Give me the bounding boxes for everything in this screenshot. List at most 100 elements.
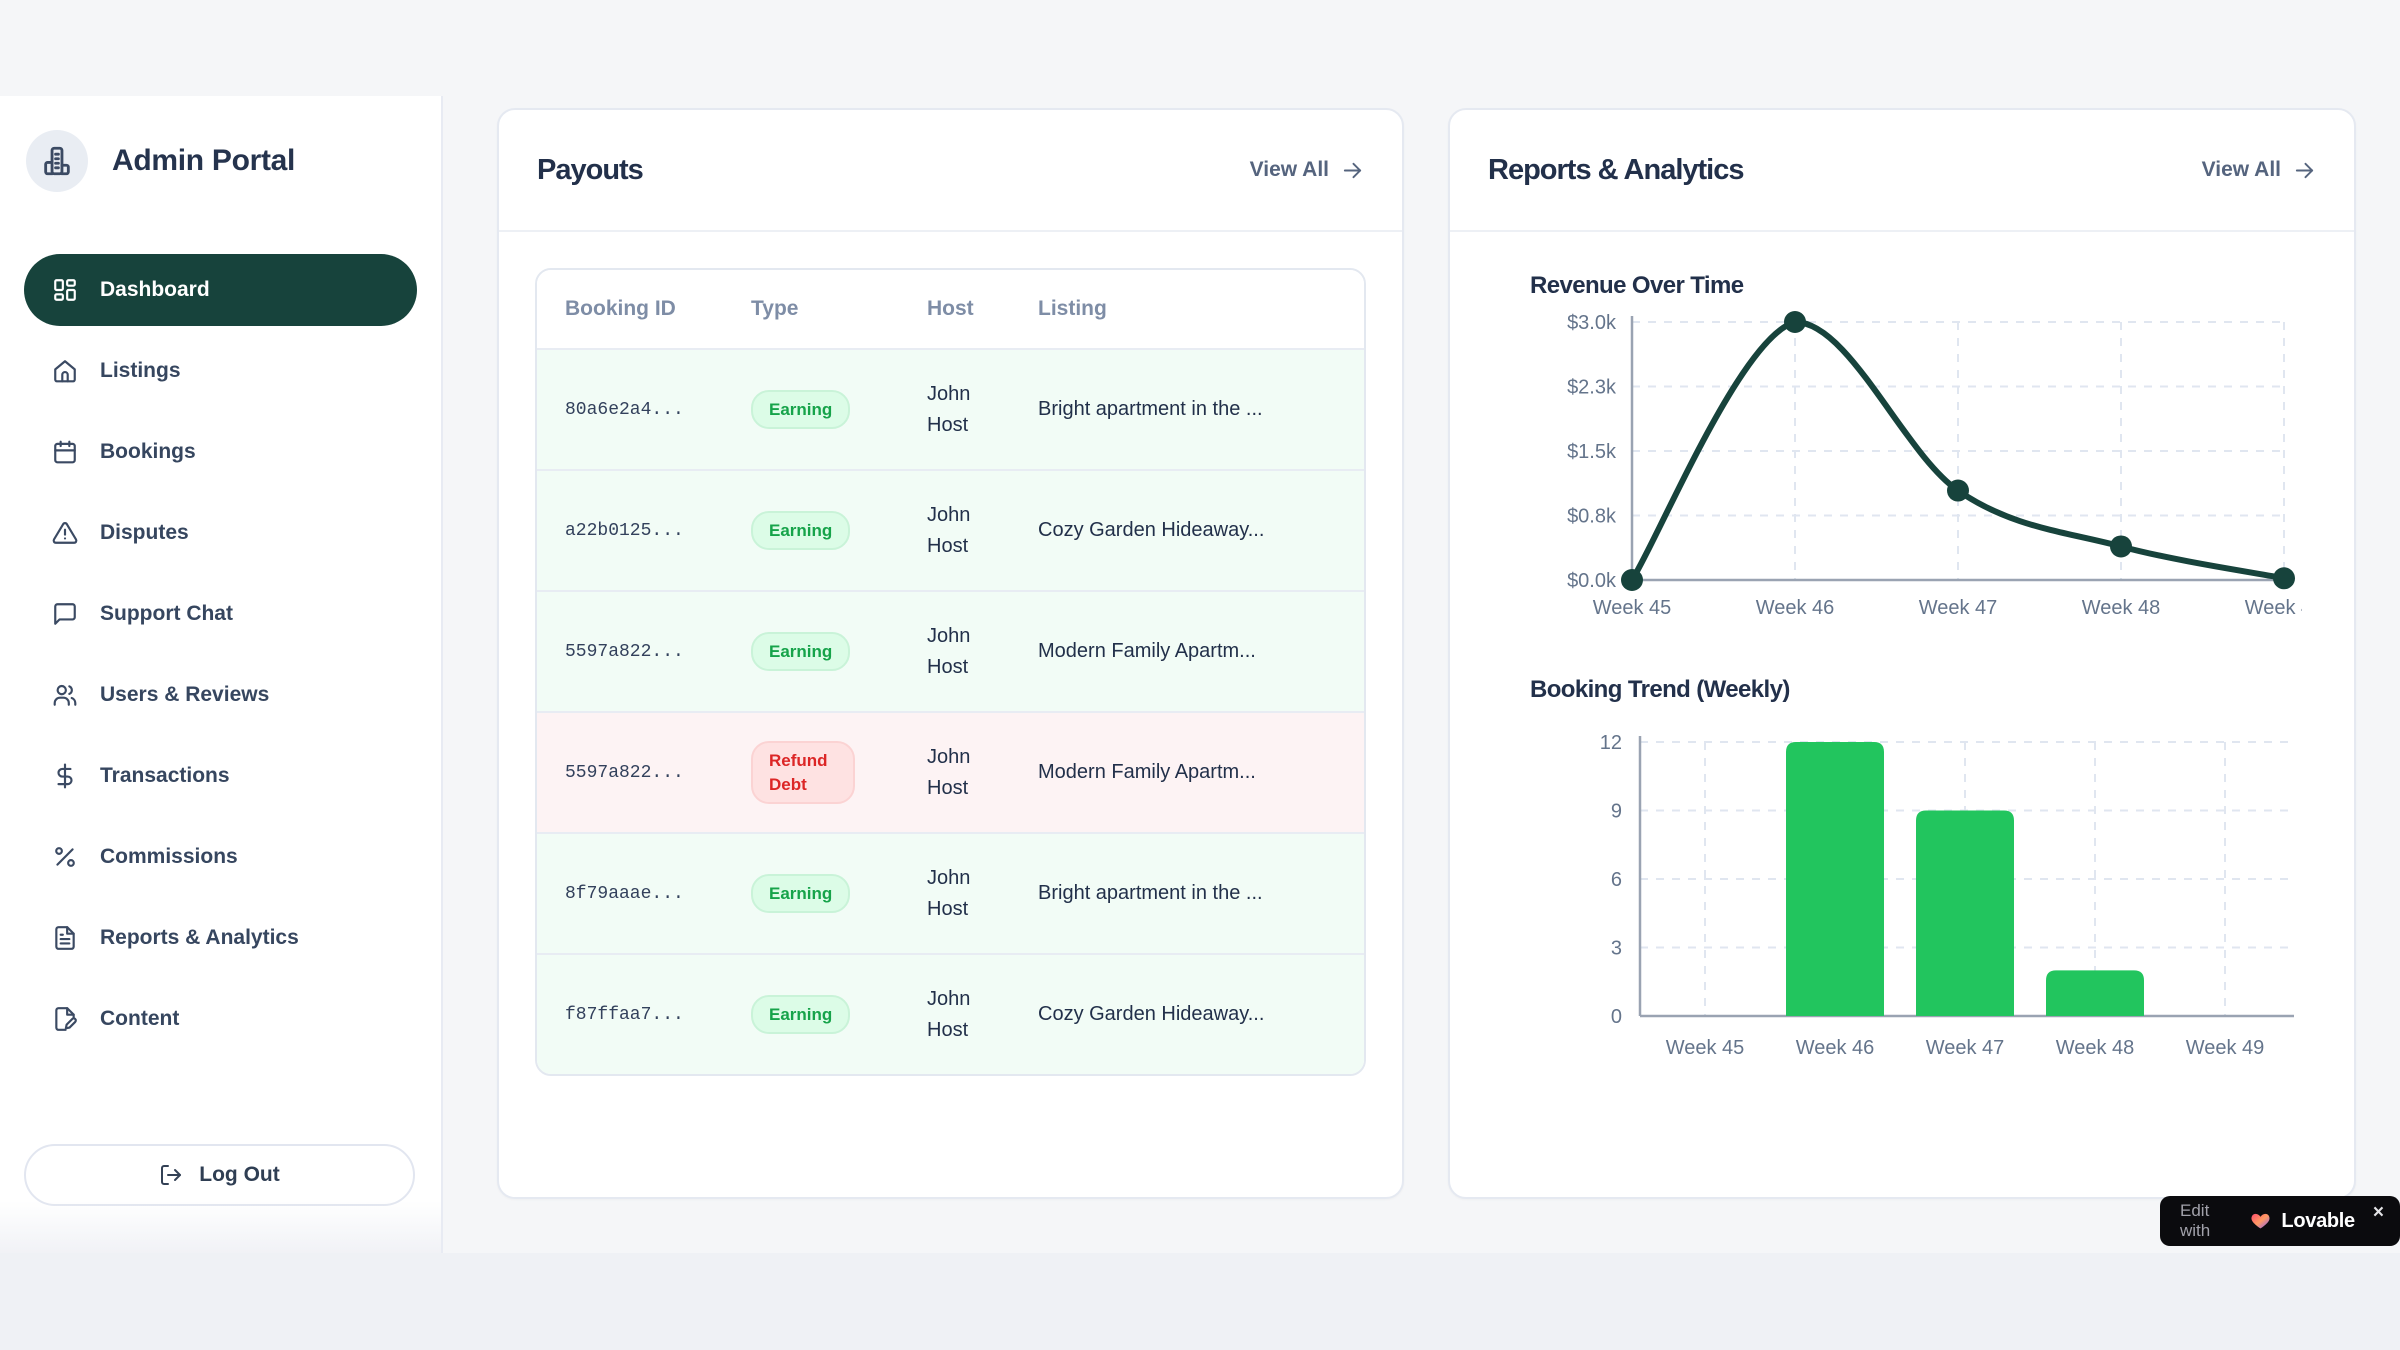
brand: Admin Portal (24, 130, 417, 192)
type-badge: Earning (751, 389, 851, 430)
sidebar-item-commissions[interactable]: Commissions (24, 821, 417, 893)
sidebar: Admin Portal Dashboard Listings Bookings Di… (0, 96, 443, 1253)
payouts-view-all-link[interactable]: View All (1250, 158, 1364, 182)
sidebar-item-label: Listings (100, 359, 181, 382)
sidebar-item-support-chat[interactable]: Support Chat (24, 578, 417, 650)
table-row[interactable]: 5597a822... Refund Debt John Host Modern Fa… (537, 711, 1364, 832)
listing-cell: Bright apartment in the ... (1038, 882, 1263, 904)
host-cell: John Host (927, 503, 971, 557)
svg-text:$2.3k: $2.3k (1567, 377, 1617, 399)
listing-cell: Bright apartment in the ... (1038, 398, 1263, 420)
booking-id-cell: f87ffaa7... (565, 1004, 684, 1025)
table-row[interactable]: f87ffaa7... Earning John Host Cozy Garden H… (537, 953, 1364, 1074)
sidebar-item-reports-analytics[interactable]: Reports & Analytics (24, 902, 417, 974)
payouts-title: Payouts (537, 153, 644, 186)
type-cell: Earning (751, 389, 927, 430)
reports-card-header: Reports & Analytics View All (1450, 110, 2354, 232)
booking-bar-chart: 0 3 6 9 12 Week 45 Week 46 Week 47 Week 48 Week 4… (1600, 732, 2294, 1059)
payouts-card: Payouts View All Booking ID Type Host Listi… (497, 108, 1404, 1199)
svg-text:$0.8k: $0.8k (1567, 506, 1617, 528)
svg-text:Week 48: Week 48 (2082, 597, 2161, 618)
host-cell: John Host (927, 624, 971, 678)
table-row[interactable]: 5597a822... Earning John Host Modern Family… (537, 590, 1364, 711)
listing-cell: Cozy Garden Hideaway... (1038, 1003, 1265, 1025)
sidebar-item-label: Users & Reviews (100, 683, 270, 706)
users-icon (52, 682, 78, 708)
lovable-close-button[interactable]: × (2372, 1202, 2384, 1223)
sidebar-item-users-reviews[interactable]: Users & Reviews (24, 659, 417, 731)
svg-text:Week 47: Week 47 (1926, 1037, 2005, 1059)
sidebar-item-label: Transactions (100, 764, 230, 787)
table-row[interactable]: 80a6e2a4... Earning John Host Bright apartm… (537, 348, 1364, 469)
sidebar-item-disputes[interactable]: Disputes (24, 497, 417, 569)
listing-cell: Cozy Garden Hideaway... (1038, 519, 1265, 541)
svg-text:Week 49: Week 49 (2186, 1037, 2265, 1059)
payouts-body: Booking ID Type Host Listing 80a6e2a4... Ear… (499, 232, 1402, 1112)
view-all-label: View All (2201, 158, 2281, 181)
file-text-icon (52, 925, 78, 951)
column-header-booking-id: Booking ID (565, 297, 676, 320)
type-cell: Earning (751, 631, 927, 672)
revenue-line-chart: $0.0k $0.8k $1.5k $2.3k $3.0k Week 45 Week 46 W… (1567, 311, 2302, 618)
column-header-listing: Listing (1038, 297, 1107, 320)
svg-text:$1.5k: $1.5k (1567, 441, 1617, 463)
listing-cell: Modern Family Apartm... (1038, 761, 1256, 783)
host-cell: John Host (927, 382, 971, 436)
sidebar-item-dashboard[interactable]: Dashboard (24, 254, 417, 326)
booking-id-cell: a22b0125... (565, 520, 684, 541)
table-row[interactable]: a22b0125... Earning John Host Cozy Garden H… (537, 469, 1364, 590)
sidebar-item-listings[interactable]: Listings (24, 335, 417, 407)
column-header-host: Host (927, 297, 974, 320)
svg-text:0: 0 (1611, 1006, 1622, 1028)
sidebar-item-label: Support Chat (100, 602, 233, 625)
logout-button[interactable]: Log Out (24, 1144, 415, 1206)
booking-id-cell: 5597a822... (565, 641, 684, 662)
sidebar-item-label: Commissions (100, 845, 238, 868)
payouts-card-header: Payouts View All (499, 110, 1402, 232)
svg-text:9: 9 (1611, 801, 1622, 823)
reports-body: Revenue Over Time $0.0k $0.8k $1.5k $2.3k $3… (1450, 232, 2354, 1112)
payouts-table: Booking ID Type Host Listing 80a6e2a4... Ear… (535, 268, 1366, 1076)
svg-text:Week 48: Week 48 (2056, 1037, 2135, 1059)
host-cell: John Host (927, 866, 971, 920)
view-all-label: View All (1249, 158, 1329, 181)
host-cell: John Host (927, 987, 971, 1041)
logout-label: Log Out (199, 1163, 280, 1186)
layout-dashboard-icon (52, 277, 78, 303)
type-badge: Earning (751, 510, 851, 551)
sidebar-item-transactions[interactable]: Transactions (24, 740, 417, 812)
bottom-band (0, 1253, 2400, 1350)
sidebar-item-label: Content (100, 1007, 180, 1030)
type-badge: Earning (751, 631, 851, 672)
building-icon (40, 144, 74, 178)
payouts-table-body: 80a6e2a4... Earning John Host Bright apartm… (537, 348, 1364, 1074)
booking-id-cell: 80a6e2a4... (565, 399, 684, 420)
reports-title: Reports & Analytics (1488, 153, 1744, 186)
arrow-right-icon (1341, 159, 1364, 182)
alert-triangle-icon (52, 520, 78, 546)
sidebar-item-bookings[interactable]: Bookings (24, 416, 417, 488)
log-out-icon (159, 1163, 183, 1187)
table-row[interactable]: 8f79aaae... Earning John Host Bright apartm… (537, 832, 1364, 953)
svg-text:Week 46: Week 46 (1756, 597, 1835, 618)
lovable-brand: Lovable (2281, 1209, 2355, 1232)
arrow-right-icon (2293, 159, 2316, 182)
type-badge: Earning (751, 994, 851, 1035)
calendar-icon (52, 439, 78, 465)
type-cell: Refund Debt (751, 740, 927, 805)
reports-view-all-link[interactable]: View All (2202, 158, 2316, 182)
host-cell: John Host (927, 745, 971, 799)
revenue-chart-title: Revenue Over Time (1530, 272, 1744, 299)
svg-text:$0.0k: $0.0k (1567, 570, 1617, 592)
sidebar-item-content[interactable]: Content (24, 983, 417, 1055)
lovable-badge[interactable]: Edit with Lovable × (2160, 1196, 2400, 1246)
sidebar-item-label: Reports & Analytics (100, 926, 299, 949)
sidebar-item-label: Dashboard (100, 278, 210, 301)
sidebar-item-label: Bookings (100, 440, 196, 463)
type-cell: Earning (751, 994, 927, 1035)
booking-id-cell: 5597a822... (565, 762, 684, 783)
type-badge: Refund Debt (751, 740, 855, 805)
file-pen-icon (52, 1006, 78, 1032)
sidebar-nav: Dashboard Listings Bookings Disputes Support… (24, 254, 417, 1055)
listing-cell: Modern Family Apartm... (1038, 640, 1256, 662)
